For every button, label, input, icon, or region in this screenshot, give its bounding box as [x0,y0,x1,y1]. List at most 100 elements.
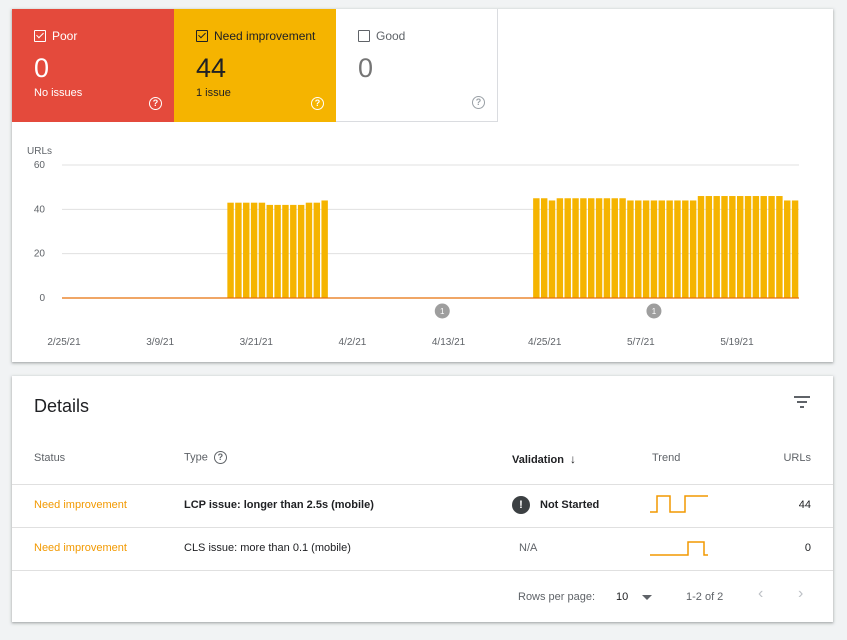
rows-per-page-label: Rows per page: [518,591,596,603]
bar [321,200,328,298]
row-validation: ! Not Started [512,496,599,514]
x-tick-label: 5/19/21 [720,337,754,348]
bar [627,200,634,298]
col-type[interactable]: Type? [184,451,227,464]
col-trend: Trend [652,452,681,464]
x-tick-label: 5/7/21 [627,337,655,348]
trend-sparkline [650,493,710,518]
bar [752,196,760,298]
good-checkbox[interactable] [358,30,370,42]
rows-per-page-select[interactable]: 10 [616,591,629,603]
bar [588,198,595,298]
bar [611,198,618,298]
bar [705,196,713,298]
need-checkbox[interactable] [196,30,208,42]
bar [243,202,250,298]
x-tick-label: 4/2/21 [339,337,367,348]
need-sub: 1 issue [196,87,231,99]
need-checkbox-row[interactable]: Need improvement [196,29,336,43]
table-row[interactable]: Need improvement LCP issue: longer than … [12,484,833,527]
pagination-range: 1-2 of 2 [686,591,724,603]
tile-good[interactable]: Good 0 ? [336,9,498,122]
x-tick-label: 3/21/21 [240,337,274,348]
bar [736,196,744,298]
row-validation-label: Not Started [540,499,600,511]
y-tick-label: 0 [39,293,45,304]
annotation-label: 1 [652,307,657,316]
row-validation: N/A [519,542,538,554]
x-tick-label: 4/13/21 [432,337,466,348]
bar [290,204,297,298]
bar [250,202,258,298]
bar [540,198,548,298]
bar [572,198,579,298]
bar [564,198,571,298]
exclamation-icon: ! [512,496,530,514]
bar [227,202,234,298]
col-urls[interactable]: URLs [783,452,811,464]
bar [729,196,736,298]
col-type-label: Type [184,451,208,464]
bar [791,200,799,298]
bar [666,200,673,298]
bar [533,198,540,298]
sort-down-icon[interactable]: ↓ [569,452,576,466]
bar [282,204,289,298]
poor-label: Poor [52,29,78,43]
good-count: 0 [358,53,374,83]
bar [297,204,305,298]
col-status[interactable]: Status [34,452,66,464]
good-label: Good [376,29,406,43]
row-type: CLS issue: more than 0.1 (mobile) [184,542,351,554]
bar [697,196,705,298]
help-icon[interactable]: ? [472,96,485,109]
annotation-marker [434,303,450,319]
poor-count: 0 [34,53,50,83]
bar [776,196,783,298]
bar [768,196,775,298]
row-status: Need improvement [34,542,127,554]
chart-card: Poor 0 No issues ? Need improvement 44 1… [12,9,833,362]
details-title: Details [34,396,90,416]
bar [713,196,720,298]
bar [603,198,611,298]
chevron-right-icon[interactable]: › [798,585,804,602]
bar [305,202,313,298]
bar [760,196,767,298]
row-status: Need improvement [34,499,127,511]
row-type: LCP issue: longer than 2.5s (mobile) [184,499,374,511]
bar [235,202,242,298]
help-icon[interactable]: ? [149,97,162,110]
bar [580,198,587,298]
bar [721,196,728,298]
table-footer: Rows per page: 10 1-2 of 2 ‹ › [12,570,833,622]
bar [635,200,642,298]
details-card: Details Status Type? Validation ↓ Trend U… [12,376,833,622]
help-icon[interactable]: ? [213,451,227,464]
bar [258,202,266,298]
col-validation[interactable]: Validation ↓ [512,452,576,466]
annotation-marker [646,303,662,319]
bar [548,200,556,298]
filter-icon[interactable] [793,396,811,410]
need-label: Need improvement [214,29,316,43]
tile-need-improvement[interactable]: Need improvement 44 1 issue ? [174,9,336,122]
poor-checkbox-row[interactable]: Poor [34,29,174,43]
row-urls: 44 [798,499,811,511]
y-tick-label: 20 [34,249,46,260]
good-checkbox-row[interactable]: Good [358,29,497,43]
bar [682,200,689,298]
tile-poor[interactable]: Poor 0 No issues ? [12,9,174,122]
bar [266,204,273,298]
chevron-left-icon[interactable]: ‹ [758,585,764,602]
table-row[interactable]: Need improvement CLS issue: more than 0.… [12,527,833,570]
bar [674,200,681,298]
bar [744,196,752,298]
poor-checkbox[interactable] [34,30,46,42]
chevron-down-icon[interactable] [642,595,652,600]
bar [274,204,281,298]
y-tick-label: 40 [34,204,46,215]
y-tick-label: 60 [34,160,46,171]
help-icon[interactable]: ? [311,97,324,110]
col-validation-label: Validation [512,454,564,466]
